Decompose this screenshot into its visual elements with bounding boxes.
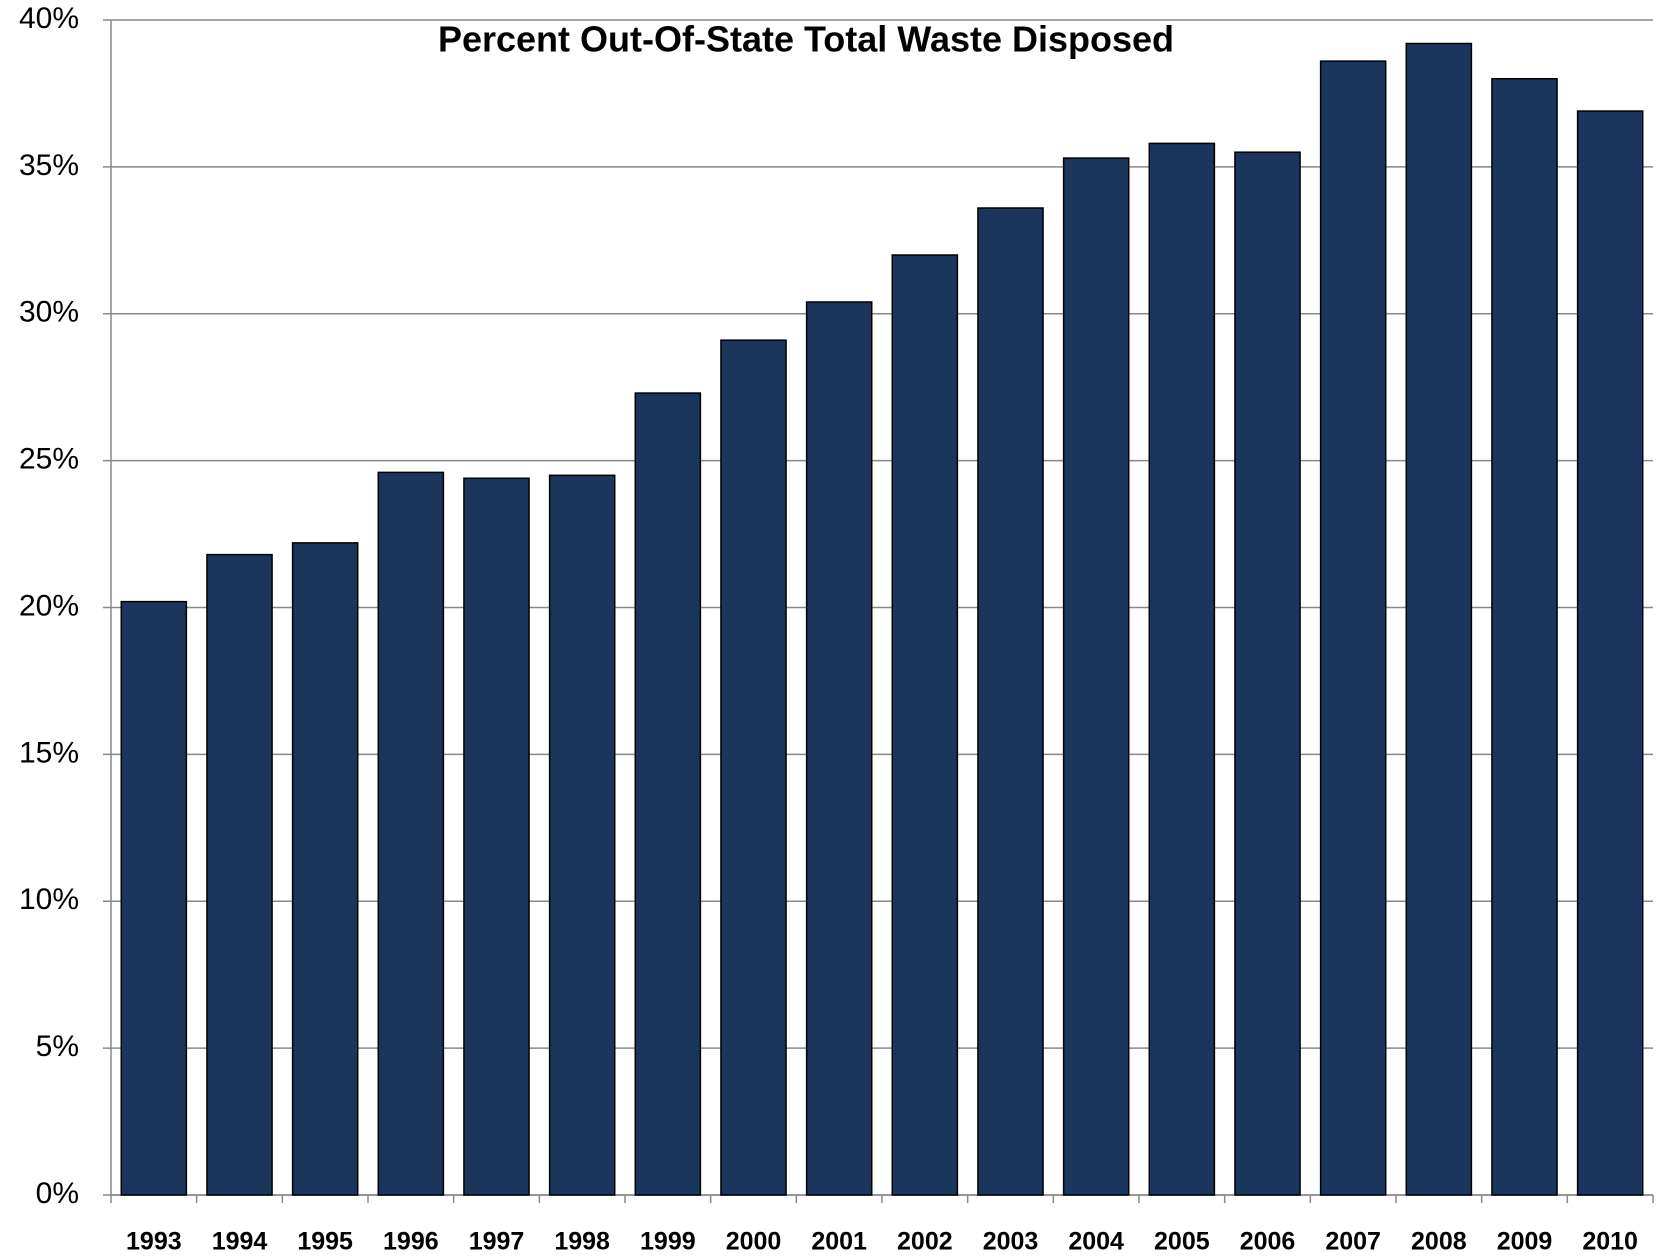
x-tick-label: 1993 — [126, 1228, 182, 1256]
y-tick-label: 25% — [19, 443, 79, 476]
bar — [1576, 110, 1644, 1196]
bar — [291, 542, 359, 1196]
bar — [548, 474, 616, 1196]
x-tick-label: 2002 — [897, 1228, 953, 1256]
x-tick-label: 1999 — [640, 1228, 696, 1256]
x-tick-label: 2006 — [1240, 1228, 1296, 1256]
x-tick-label: 1997 — [469, 1228, 525, 1256]
x-tick-label: 2003 — [983, 1228, 1039, 1256]
y-tick-label: 40% — [19, 2, 79, 35]
bar — [977, 207, 1044, 1196]
bar — [120, 600, 188, 1196]
x-tick-label: 1994 — [212, 1228, 268, 1256]
bar — [891, 254, 959, 1196]
bar — [1319, 60, 1387, 1196]
x-tick-label: 2009 — [1497, 1228, 1553, 1256]
x-tick-label: 1996 — [383, 1228, 439, 1256]
bar — [720, 339, 787, 1196]
bar — [1062, 157, 1130, 1196]
bar — [377, 471, 445, 1196]
y-tick-label: 10% — [19, 883, 79, 916]
bar — [206, 553, 273, 1196]
x-tick-label: 2005 — [1154, 1228, 1210, 1256]
x-tick-label: 2010 — [1582, 1228, 1638, 1256]
bar — [634, 392, 702, 1196]
y-tick-label: 0% — [36, 1177, 79, 1210]
x-tick-label: 1995 — [297, 1228, 353, 1256]
x-tick-label: 2008 — [1411, 1228, 1467, 1256]
y-tick-label: 20% — [19, 589, 79, 622]
x-tick-label: 1998 — [554, 1228, 610, 1256]
bar — [1491, 78, 1558, 1196]
bar — [1148, 142, 1216, 1196]
y-tick-label: 5% — [36, 1030, 79, 1063]
x-tick-label: 2001 — [811, 1228, 867, 1256]
bar — [1405, 42, 1473, 1196]
bar — [805, 301, 873, 1196]
y-tick-label: 35% — [19, 149, 79, 182]
x-tick-label: 2007 — [1325, 1228, 1381, 1256]
chart-title: Percent Out-Of-State Total Waste Dispose… — [438, 19, 1174, 60]
x-tick-label: 2004 — [1068, 1228, 1124, 1256]
bar — [463, 477, 530, 1196]
bar — [1234, 151, 1301, 1196]
y-tick-label: 15% — [19, 736, 79, 769]
x-tick-label: 2000 — [726, 1228, 782, 1256]
y-tick-label: 30% — [19, 296, 79, 329]
